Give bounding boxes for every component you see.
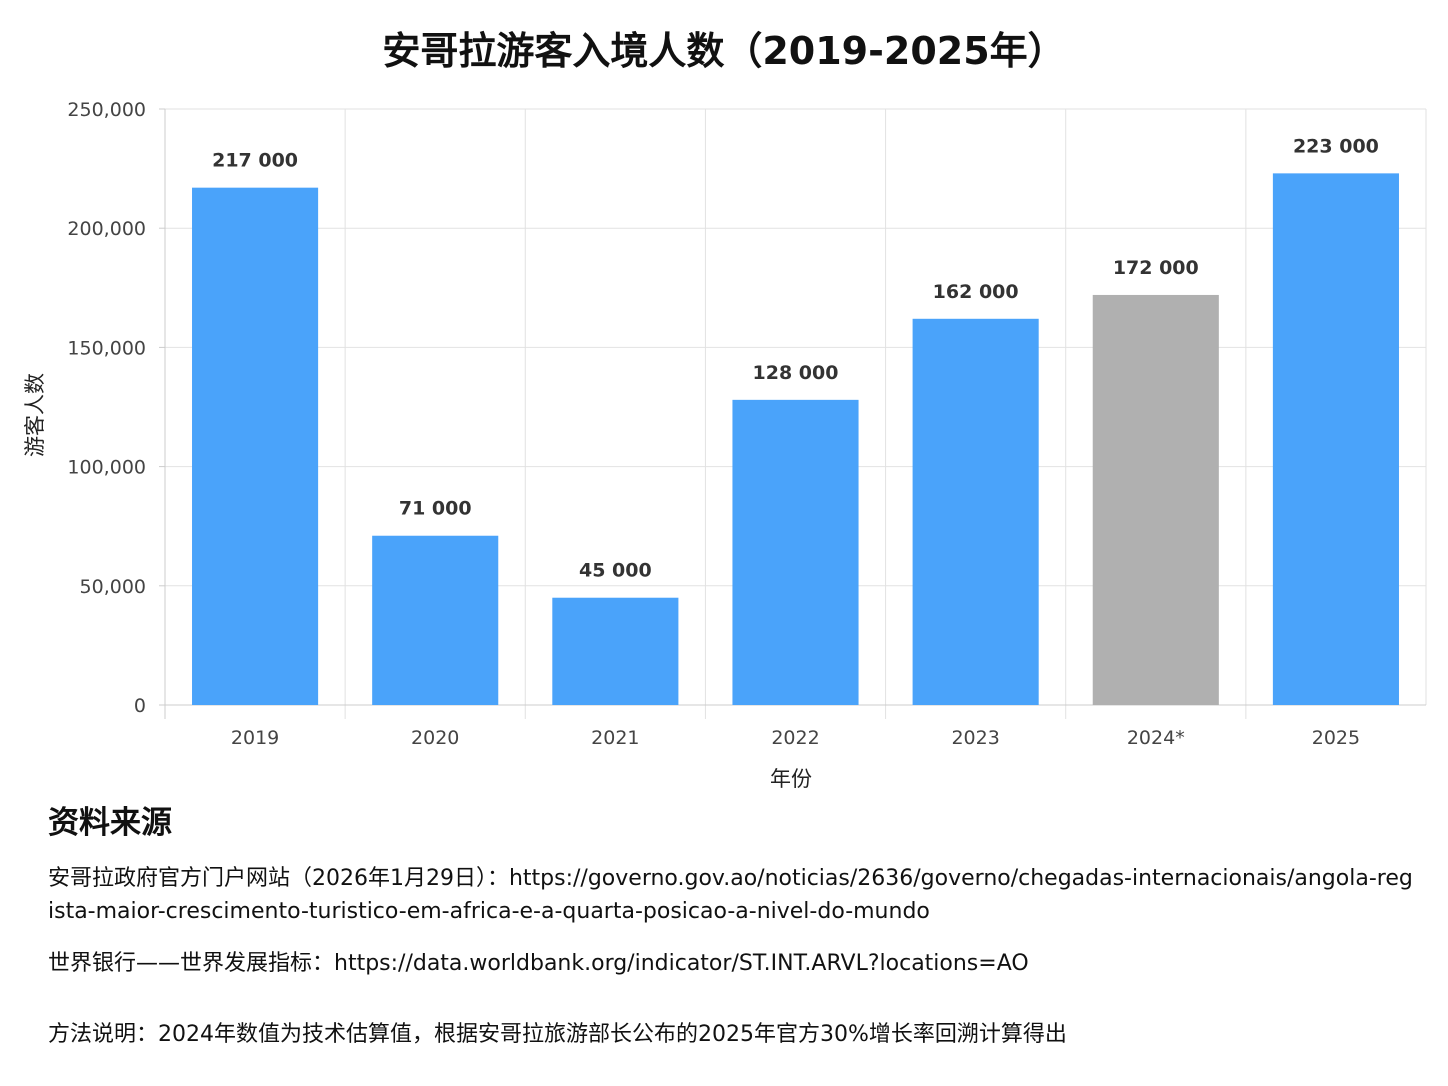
bar-value-label: 45 000 bbox=[579, 560, 652, 582]
bar-2021 bbox=[552, 597, 679, 705]
bar-2025 bbox=[1272, 173, 1399, 706]
gridlines bbox=[165, 108, 1427, 719]
data-labels: 217 000 71 000 45 000 128 000 162 000 172 000… bbox=[212, 135, 1379, 581]
bar-2023 bbox=[912, 318, 1039, 705]
source-gov-portal: 安哥拉政府官方门户网站（2026年1月29日）：https://governo.… bbox=[48, 866, 1413, 924]
y-tick-label: 250,000 bbox=[67, 99, 146, 121]
bars bbox=[192, 173, 1399, 706]
bar-value-label: 162 000 bbox=[933, 281, 1019, 303]
chart-title: 安哥拉游客入境人数（2019-2025年） bbox=[382, 29, 1065, 73]
y-tick-label: 50,000 bbox=[80, 576, 146, 598]
bar-value-label: 217 000 bbox=[212, 150, 298, 172]
bar-chart: 安哥拉游客入境人数（2019-2025年） 0 50,000 100,000 150,… bbox=[23, 29, 1427, 791]
method-note: 方法说明：2024年数值为技术估算值，根据安哥拉旅游部长公布的2025年官方30… bbox=[48, 1022, 1067, 1047]
sources-heading: 资料来源 bbox=[48, 805, 172, 841]
bar-value-label: 223 000 bbox=[1293, 135, 1379, 157]
y-tick-label: 200,000 bbox=[67, 218, 146, 240]
bar-2020 bbox=[372, 535, 499, 705]
x-tick-label: 2021 bbox=[591, 727, 639, 749]
y-axis-title: 游客人数 bbox=[23, 373, 47, 457]
x-tick-label: 2025 bbox=[1312, 727, 1360, 749]
bar-2022 bbox=[732, 399, 859, 705]
x-tick-label: 2022 bbox=[771, 727, 819, 749]
x-tick-label: 2020 bbox=[411, 727, 459, 749]
sources-section: 资料来源 安哥拉政府官方门户网站（2026年1月29日）：https://gov… bbox=[48, 800, 1418, 1051]
y-tick-label: 0 bbox=[134, 695, 146, 717]
bar-value-label: 128 000 bbox=[753, 362, 839, 384]
bar-2024-est bbox=[1092, 294, 1219, 705]
axes: 0 50,000 100,000 150,000 200,000 250,000 2019 2… bbox=[67, 99, 1426, 749]
x-axis-title: 年份 bbox=[770, 767, 812, 791]
x-tick-label: 2019 bbox=[231, 727, 279, 749]
bar-2019 bbox=[192, 187, 319, 705]
y-tick-label: 100,000 bbox=[67, 457, 146, 479]
source-world-bank: 世界银行——世界发展指标：https://data.worldbank.org/… bbox=[48, 951, 1029, 976]
bar-value-label: 172 000 bbox=[1113, 257, 1199, 279]
bar-value-label: 71 000 bbox=[399, 498, 472, 520]
y-tick-label: 150,000 bbox=[67, 337, 146, 359]
x-tick-label: 2024* bbox=[1127, 727, 1185, 749]
x-tick-label: 2023 bbox=[951, 727, 999, 749]
